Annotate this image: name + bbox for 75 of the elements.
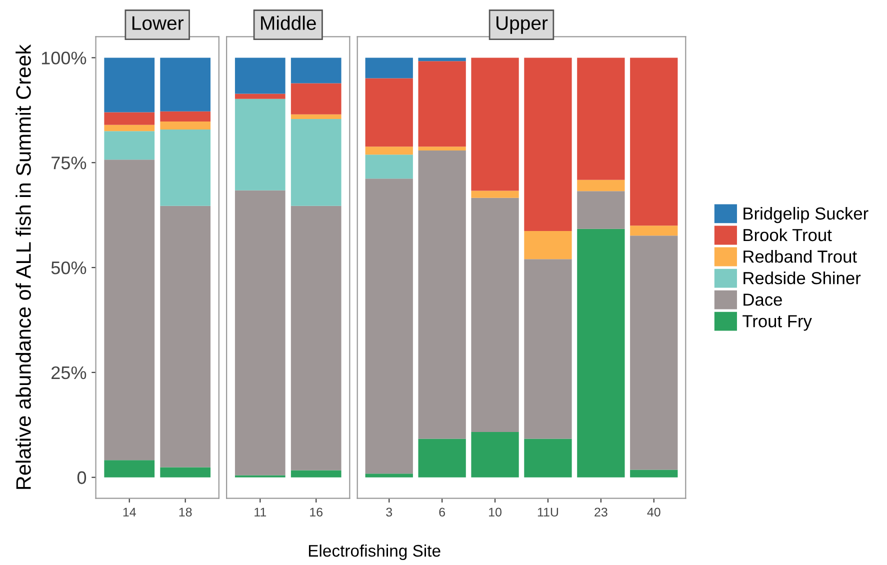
bar [630, 58, 678, 226]
y-tick-label: 50% [51, 261, 86, 274]
y-tick-label: 0 [77, 471, 86, 484]
y-axis-title: Relative abundance of ALL fish in Summit Creek [16, 44, 31, 489]
bar [418, 438, 466, 478]
legend-label: Bridgelip Sucker [744, 206, 868, 224]
bar [418, 58, 466, 62]
bar [418, 146, 466, 150]
legend-label: Brook Trout [744, 228, 832, 242]
bar [234, 58, 286, 94]
x-tick-label: 18 [179, 508, 192, 517]
x-tick-label: 3 [386, 508, 392, 517]
bar [290, 58, 342, 84]
chart-title: Lower [132, 16, 184, 30]
bar [290, 470, 342, 478]
bar [577, 191, 625, 229]
bar [630, 226, 678, 236]
bar [104, 58, 155, 112]
bar [104, 112, 155, 125]
bar [104, 160, 155, 460]
y-tick-label: 25% [52, 366, 86, 380]
bar [160, 121, 211, 130]
x-tick-label: 11U [538, 508, 558, 517]
bar [471, 432, 519, 478]
bar [524, 259, 572, 439]
x-tick-label: 40 [647, 508, 660, 517]
bar [290, 114, 342, 119]
bar [290, 83, 342, 114]
bar [524, 438, 572, 478]
bar [160, 129, 211, 206]
bar [365, 78, 413, 147]
bar [104, 124, 155, 132]
bar [160, 58, 211, 112]
chart-title: Upper [496, 16, 548, 34]
bar [234, 94, 286, 99]
bar [524, 58, 572, 232]
bar [365, 178, 413, 474]
bar [418, 61, 466, 147]
bar [160, 467, 211, 478]
bar [365, 58, 413, 78]
bar [630, 470, 678, 478]
x-tick-label: 16 [310, 508, 323, 517]
y-tick-label: 100% [42, 52, 86, 64]
bar [365, 154, 413, 179]
bar [577, 180, 625, 192]
bar [234, 190, 286, 476]
x-tick-label: 14 [123, 508, 136, 516]
bar [365, 474, 413, 478]
chart-title: Middle [261, 16, 316, 30]
x-tick-label: 23 [594, 508, 608, 517]
x-tick-label: 10 [489, 508, 502, 517]
bar [524, 231, 572, 260]
bar [577, 228, 625, 478]
bar [630, 236, 678, 470]
x-tick-label: 6 [439, 508, 445, 517]
bar [471, 198, 519, 432]
y-tick-label: 75% [52, 156, 86, 170]
legend-label: Trout Fry [742, 315, 812, 331]
bar [104, 460, 155, 478]
bar [160, 111, 211, 122]
bar [418, 150, 466, 439]
bar [104, 131, 155, 160]
x-tick-label: 11 [254, 508, 266, 516]
bar [234, 98, 286, 190]
bar [290, 118, 342, 206]
bar [365, 146, 413, 155]
bar [577, 58, 625, 180]
legend-label: Redside Shiner [744, 272, 861, 284]
x-axis-title: Electrofishing Site [308, 544, 440, 560]
bar [471, 58, 519, 191]
bar [160, 206, 211, 468]
bar [290, 206, 342, 470]
bar [471, 190, 519, 198]
legend-label: Redband Trout [744, 250, 857, 263]
legend-label: Dace [744, 294, 782, 306]
